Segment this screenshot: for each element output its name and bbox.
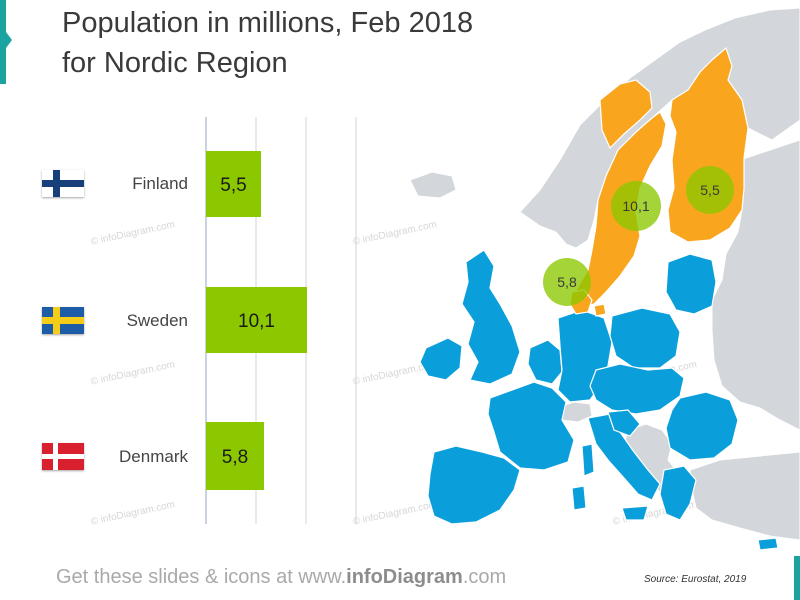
sweden-flag-icon — [42, 307, 84, 334]
source-note: Source: Eurostat, 2019 — [644, 574, 747, 585]
footer-promo: Get these slides & icons at www.infoDiag… — [56, 566, 506, 589]
category-label-finland: Finland — [132, 174, 188, 193]
map-bubble-sweden — [611, 181, 661, 231]
title-line-1: Population in millions, Feb 2018 — [62, 7, 474, 39]
map-bubble-denmark-label: 5,8 — [557, 274, 577, 290]
bar-finland — [206, 151, 261, 217]
left-accent-bar — [0, 0, 12, 84]
map-bubble-finland-label: 5,5 — [700, 182, 720, 198]
bar-denmark — [206, 422, 264, 490]
denmark-flag-icon — [42, 443, 84, 470]
map-bubbles: 5,5 10,1 5,8 — [543, 166, 734, 306]
category-label-denmark: Denmark — [119, 447, 188, 466]
bar-value-label: 5,5 — [220, 175, 246, 196]
category-label-sweden: Sweden — [126, 311, 188, 330]
chart-bars: 5,5 10,1 5,8 — [206, 151, 307, 490]
right-accent-bar — [794, 556, 800, 600]
page-title: Population in millions, Feb 2018 for Nor… — [62, 3, 473, 83]
footer-brand: infoDiagram — [346, 566, 463, 588]
bar-value-label: 5,8 — [222, 447, 248, 468]
map-bubble-finland — [686, 166, 734, 214]
finland-flag-icon — [42, 170, 84, 197]
eu-countries — [419, 249, 779, 551]
map-bubble-sweden-label: 10,1 — [622, 198, 649, 214]
bar-value-label: 10,1 — [238, 311, 275, 332]
footer-prefix: Get these slides & icons at www. — [56, 566, 347, 588]
footer-suffix: .com — [462, 566, 507, 588]
bar-sweden — [206, 287, 307, 353]
title-line-2: for Nordic Region — [62, 47, 288, 79]
map-bubble-denmark — [543, 258, 591, 306]
